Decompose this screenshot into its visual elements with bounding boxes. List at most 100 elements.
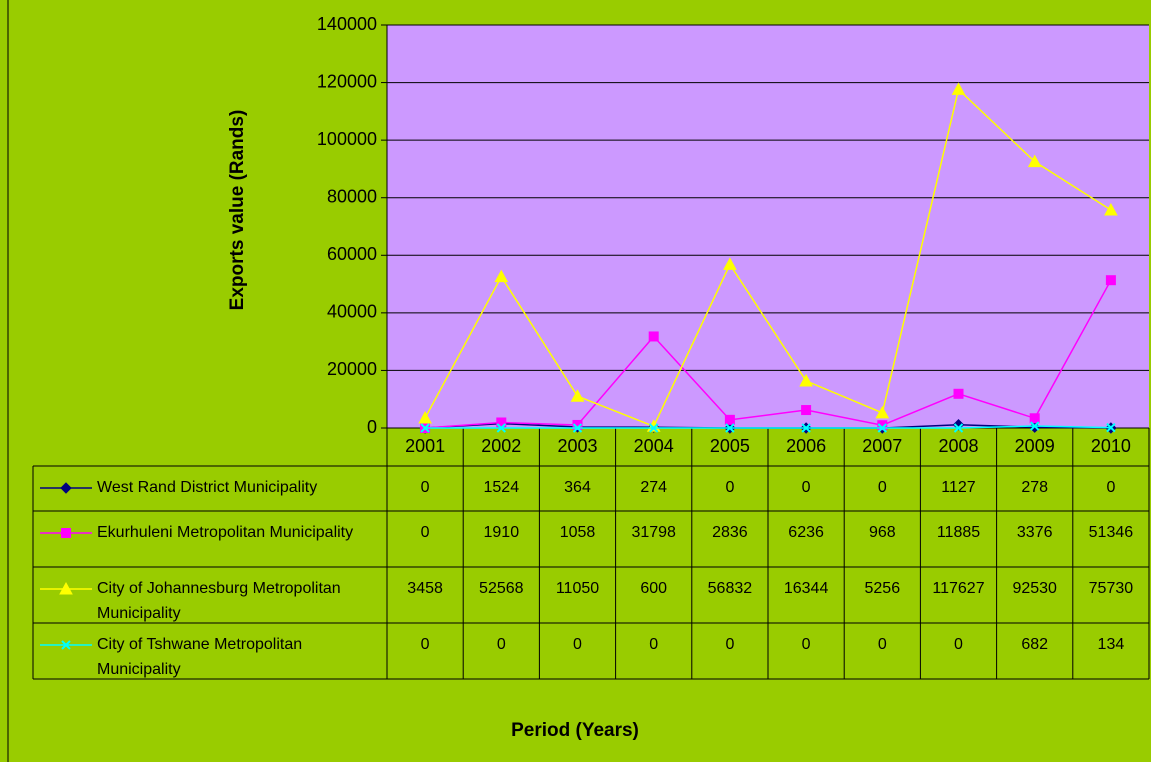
table-cell: 0 [649, 636, 658, 653]
table-cell: 16344 [784, 580, 829, 597]
marker [953, 423, 964, 433]
marker [799, 373, 813, 387]
table-cell: 1058 [560, 524, 596, 541]
table-cell: 0 [421, 524, 430, 541]
x-tick-label: 2007 [862, 436, 902, 456]
marker [572, 419, 583, 430]
x-tick-label: 2008 [938, 436, 978, 456]
table-cell: 117627 [932, 580, 984, 597]
marker [570, 389, 585, 402]
x-tick-label: 2002 [481, 436, 521, 456]
y-tick-label: 100000 [317, 129, 377, 149]
marker [59, 581, 73, 595]
table-cell: 51346 [1089, 524, 1134, 541]
table-cell: 0 [878, 479, 887, 496]
marker [952, 419, 965, 431]
y-tick-label: 40000 [327, 302, 377, 322]
table-cell: 11050 [556, 580, 599, 597]
y-tick-label: 140000 [317, 14, 377, 34]
table-cell: 0 [954, 636, 963, 653]
table-cell: 0 [725, 636, 734, 653]
table-cell: 600 [640, 580, 667, 597]
plot-area [387, 25, 1149, 428]
table-cell: 1910 [484, 524, 520, 541]
marker [725, 423, 735, 433]
marker [1105, 275, 1116, 286]
marker [723, 257, 737, 270]
marker [951, 82, 966, 95]
legend-label: City of Tshwane Metropolitan Municipality [97, 636, 302, 678]
x-tick-label: 2003 [557, 436, 597, 456]
table-cell: 0 [421, 479, 430, 496]
y-tick-label: 60000 [327, 244, 377, 264]
y-tick-label: 0 [367, 417, 377, 437]
marker [420, 423, 430, 433]
marker [1029, 413, 1040, 424]
y-tick-label: 80000 [327, 186, 377, 206]
y-axis-title: Exports value (Rands) [227, 110, 248, 311]
marker [724, 414, 735, 425]
marker [1029, 421, 1040, 431]
marker [572, 423, 583, 433]
table-cell: 31798 [631, 524, 676, 541]
marker [877, 420, 888, 431]
table-cell: 0 [725, 479, 734, 496]
marker [1106, 422, 1116, 433]
marker [496, 423, 507, 433]
x-tick-label: 2004 [634, 436, 674, 456]
marker [61, 640, 71, 650]
table-cell: 5256 [865, 580, 901, 597]
marker [494, 269, 509, 283]
table-cell: 134 [1098, 636, 1125, 653]
marker [1027, 154, 1042, 168]
marker [418, 411, 432, 424]
x-tick-label: 2001 [405, 436, 445, 456]
legend-label: Ekurhuleni Metropolitan Municipality [97, 524, 353, 541]
table-cell: 968 [869, 524, 896, 541]
table-cell: 274 [640, 479, 667, 496]
marker [801, 423, 811, 433]
legend-label: City of Johannesburg Metropolitan Municip… [97, 580, 341, 622]
series-line [425, 425, 1111, 429]
marker [648, 423, 659, 433]
table-cell: 278 [1021, 479, 1048, 496]
table-cell: 56832 [708, 580, 753, 597]
table-cell: 3376 [1017, 524, 1053, 541]
marker [61, 528, 71, 538]
x-tick-label: 2006 [786, 436, 826, 456]
table-cell: 75730 [1089, 580, 1134, 597]
table-cell: 0 [802, 479, 811, 496]
table-cell: 0 [802, 636, 811, 653]
table-cell: 682 [1021, 636, 1048, 653]
x-axis-title: Period (Years) [511, 720, 639, 741]
table-cell: 0 [573, 636, 582, 653]
x-tick-label: 2009 [1015, 436, 1055, 456]
x-tick-label: 2005 [710, 436, 750, 456]
table-cell: 92530 [1012, 580, 1057, 597]
marker [648, 331, 659, 342]
series-line [425, 279, 1112, 429]
table-cell: 11885 [937, 524, 980, 541]
marker [801, 405, 812, 416]
legend-label: West Rand District Municipality [97, 479, 317, 496]
marker [60, 482, 72, 494]
table-cell: 0 [497, 636, 506, 653]
marker [875, 405, 890, 419]
y-tick-label: 120000 [317, 71, 377, 91]
table-cell: 52568 [479, 580, 524, 597]
table-cell: 1524 [484, 479, 520, 496]
table-cell: 364 [564, 479, 591, 496]
marker [1104, 202, 1118, 216]
table-cell: 0 [878, 636, 887, 653]
table-cell: 0 [1106, 479, 1115, 496]
x-tick-label: 2010 [1091, 436, 1131, 456]
marker [953, 388, 964, 399]
table-cell: 2836 [712, 524, 748, 541]
table-cell: 3458 [407, 580, 443, 597]
series-line [424, 87, 1112, 428]
table-cell: 6236 [788, 524, 824, 541]
table-cell: 0 [421, 636, 430, 653]
y-tick-label: 20000 [327, 359, 377, 379]
marker [877, 423, 888, 433]
